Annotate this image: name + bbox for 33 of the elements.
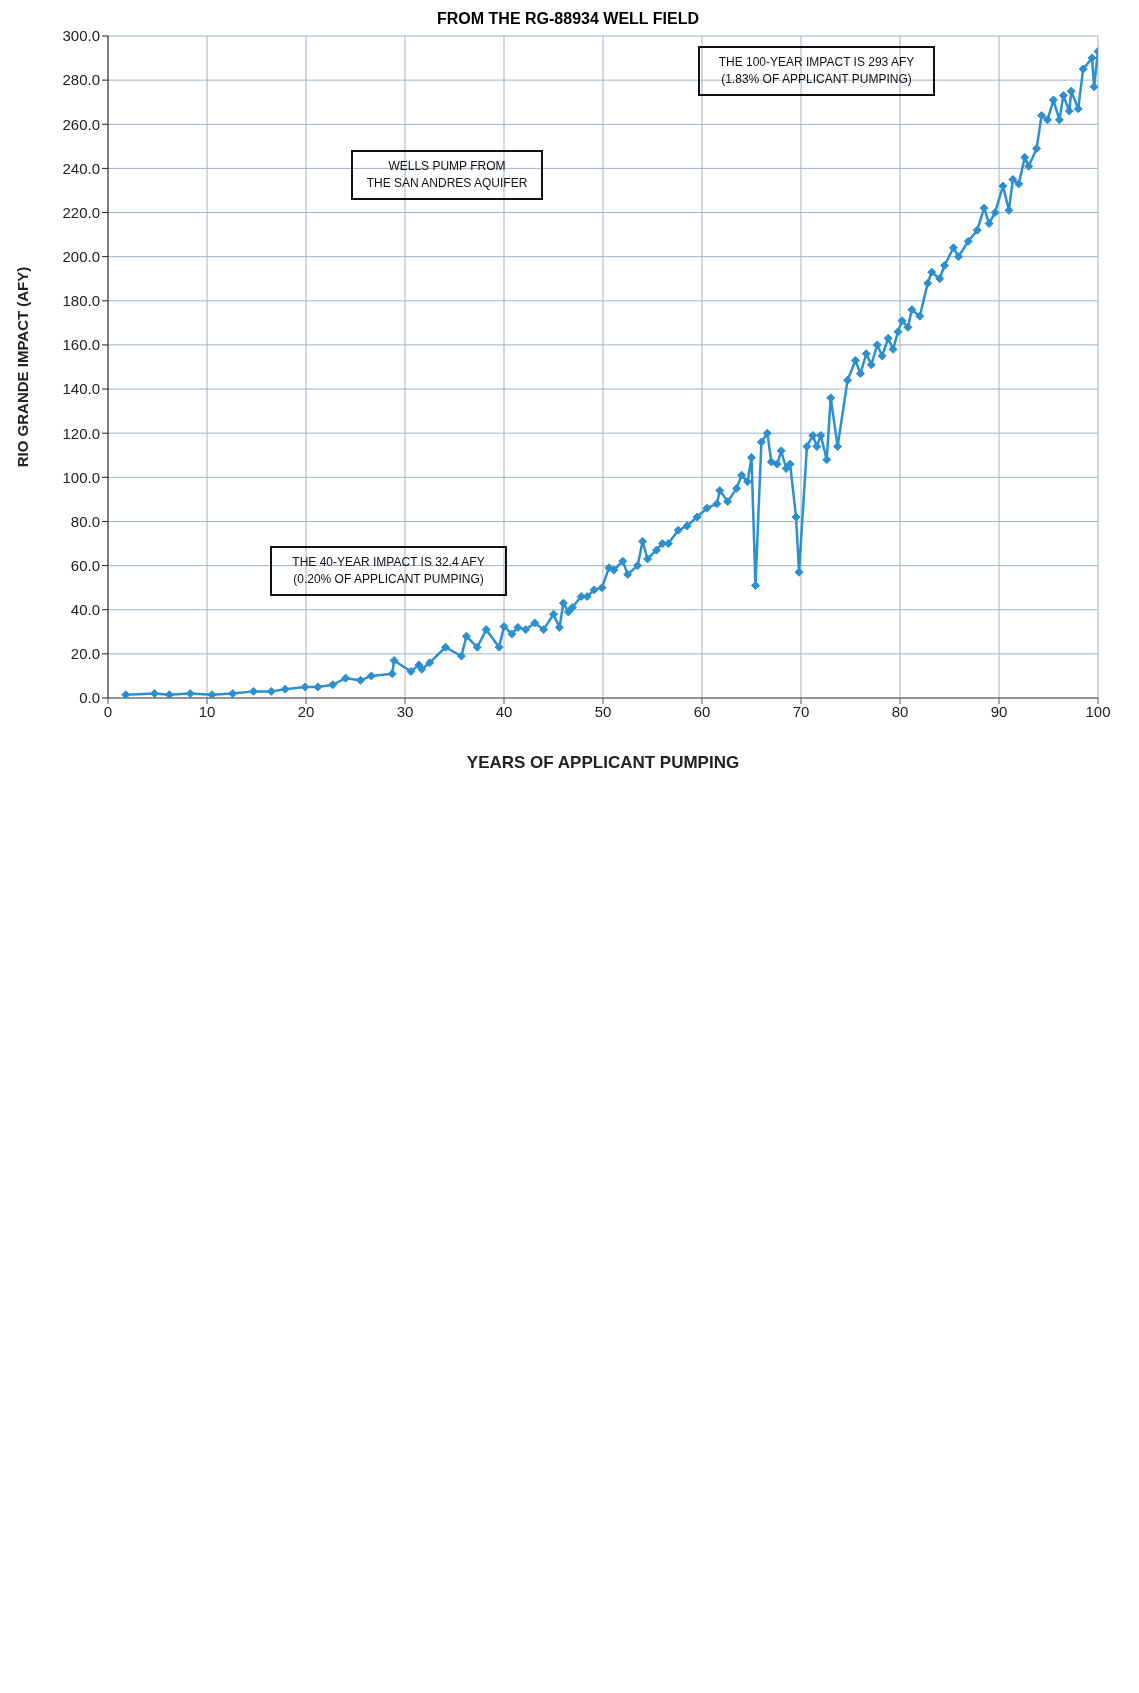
x-tick-label: 70 — [792, 702, 810, 720]
x-tick-label: 90 — [990, 702, 1008, 720]
y-tick-label: 140.0 — [62, 380, 100, 398]
x-tick-label: 40 — [495, 702, 513, 720]
y-tick-label: 120.0 — [62, 424, 100, 442]
chart-title: FROM THE RG-88934 WELL FIELD — [436, 10, 700, 28]
y-tick-label: 240.0 — [62, 159, 100, 177]
x-tick-label: 80 — [891, 702, 909, 720]
y-tick-label: 180.0 — [62, 292, 100, 310]
y-tick-label: 300.0 — [62, 27, 100, 45]
x-tick-label: 50 — [594, 702, 612, 720]
y-axis-title: RIO GRANDE IMPACT (AFY) — [14, 266, 32, 468]
x-tick-label: 0 — [103, 702, 113, 720]
annotation: WELLS PUMP FROM THE SAN ANDRES AQUIFER — [351, 150, 543, 200]
annotation: THE 40-YEAR IMPACT IS 32.4 AFY (0.20% OF APPLICANT PUMPING) — [270, 546, 507, 596]
x-tick-label: 20 — [297, 702, 315, 720]
y-tick-label: 280.0 — [62, 71, 100, 89]
y-tick-label: 80.0 — [70, 512, 100, 530]
y-tick-label: 40.0 — [70, 601, 100, 619]
y-tick-label: 60.0 — [70, 556, 100, 574]
y-tick-label: 200.0 — [62, 247, 100, 265]
y-tick-label: 100.0 — [62, 468, 100, 486]
y-tick-label: 0.0 — [79, 689, 100, 707]
y-tick-label: 20.0 — [70, 645, 100, 663]
x-tick-label: 60 — [693, 702, 711, 720]
x-axis-title: YEARS OF APPLICANT PUMPING — [466, 753, 740, 772]
x-tick-label: 100 — [1085, 702, 1111, 720]
y-tick-label: 260.0 — [62, 115, 100, 133]
y-tick-label: 220.0 — [62, 203, 100, 221]
x-tick-label: 30 — [396, 702, 414, 720]
y-tick-label: 160.0 — [62, 336, 100, 354]
annotation: THE 100-YEAR IMPACT IS 293 AFY (1.83% OF APPLICANT PUMPING) — [698, 46, 935, 96]
x-tick-label: 10 — [198, 702, 216, 720]
